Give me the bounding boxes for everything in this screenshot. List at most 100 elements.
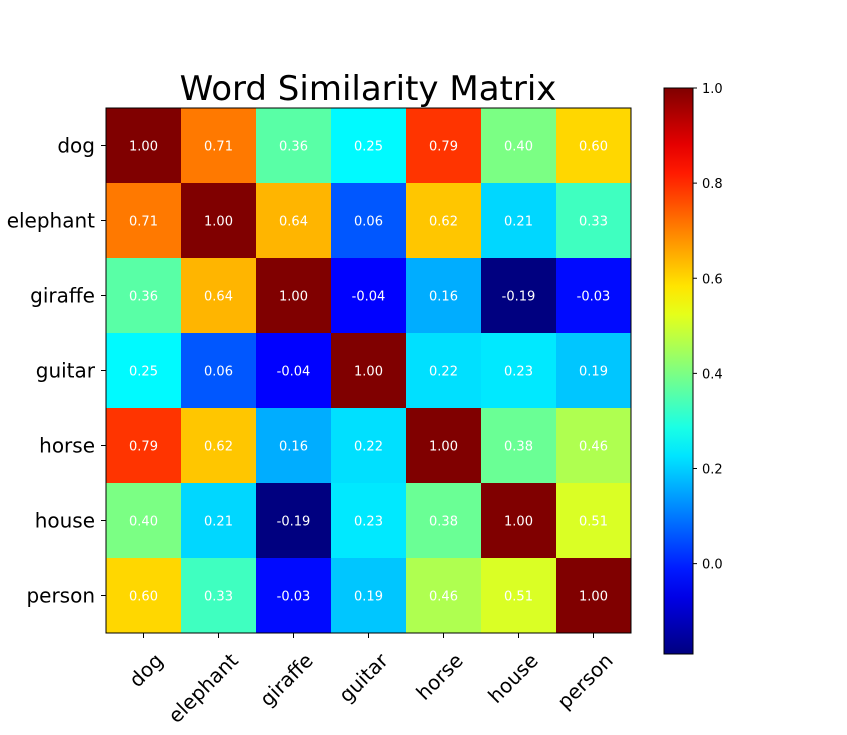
colorbar-tick-label: 0.2: [702, 463, 723, 478]
chart-title: Word Similarity Matrix: [180, 69, 557, 109]
heatmap-cell-giraffe-giraffe: [256, 258, 332, 334]
cell-value-label: 1.00: [504, 515, 533, 530]
col-label-dog: dog: [124, 648, 168, 692]
colorbar-tick-label: 1.0: [702, 82, 723, 97]
heatmap-cell-guitar-elephant: [181, 333, 257, 409]
heatmap-cell-person-dog: [106, 558, 182, 634]
cell-value-label: 0.64: [204, 290, 233, 305]
heatmap-cells: [106, 108, 632, 634]
cell-value-label: 0.40: [129, 515, 158, 530]
cell-value-label: 0.16: [279, 440, 308, 455]
heatmap-cell-elephant-person: [556, 183, 632, 259]
row-label-dog: dog: [57, 134, 95, 158]
row-label-giraffe: giraffe: [30, 284, 95, 308]
row-labels: dog elephant giraffe guitar horse house person: [7, 134, 96, 608]
cell-value-label: 0.46: [579, 440, 608, 455]
heatmap-cell-giraffe-horse: [406, 258, 482, 334]
heatmap-cell-guitar-guitar: [331, 333, 407, 409]
heatmap-cell-guitar-giraffe: [256, 333, 332, 409]
cell-value-label: 0.60: [579, 140, 608, 155]
heatmap-cell-person-giraffe: [256, 558, 332, 634]
heatmap-cell-horse-horse: [406, 408, 482, 484]
heatmap-cell-guitar-person: [556, 333, 632, 409]
cell-value-label: 0.23: [504, 365, 533, 380]
colorbar-ticks: 0.0 0.2 0.4 0.6 0.8 1.0: [693, 82, 723, 573]
cell-value-label: 0.79: [129, 440, 158, 455]
cell-value-label: 0.33: [579, 215, 608, 230]
col-label-person: person: [552, 648, 617, 713]
cell-value-label: 0.51: [579, 515, 608, 530]
cell-value-label: 1.00: [429, 440, 458, 455]
cell-value-label: 1.00: [204, 215, 233, 230]
heatmap-cell-giraffe-person: [556, 258, 632, 334]
heatmap-cell-horse-guitar: [331, 408, 407, 484]
heatmap-cell-dog-elephant: [181, 108, 257, 184]
heatmap-cell-horse-dog: [106, 408, 182, 484]
cell-value-label: 1.00: [579, 590, 608, 605]
cell-value-label: 1.00: [279, 290, 308, 305]
colorbar-tick-label: 0.0: [702, 558, 723, 573]
cell-value-label: 0.25: [129, 365, 158, 380]
col-ticks: [143, 633, 594, 638]
cell-value-label: 0.06: [354, 215, 383, 230]
col-label-horse: horse: [411, 648, 467, 704]
cell-value-label: -0.04: [352, 290, 386, 305]
col-label-giraffe: giraffe: [255, 648, 318, 711]
colorbar: [663, 87, 694, 655]
heatmap-cell-labels: 1.00 0.71 0.36 0.25 0.79 0.40 0.60 0.71 1.00 0.64…: [129, 140, 610, 605]
heatmap-cell-giraffe-dog: [106, 258, 182, 334]
cell-value-label: 0.21: [204, 515, 233, 530]
heatmap-cell-giraffe-house: [481, 258, 557, 334]
row-label-horse: horse: [39, 434, 95, 458]
cell-value-label: 0.38: [429, 515, 458, 530]
heatmap-cell-horse-person: [556, 408, 632, 484]
heatmap-cell-dog-person: [556, 108, 632, 184]
cell-value-label: 0.06: [204, 365, 233, 380]
cell-value-label: 0.60: [129, 590, 158, 605]
cell-value-label: -0.03: [277, 590, 311, 605]
heatmap-cell-house-giraffe: [256, 483, 332, 559]
heatmap-cell-guitar-horse: [406, 333, 482, 409]
heatmap-cell-guitar-dog: [106, 333, 182, 409]
cell-value-label: 0.62: [204, 440, 233, 455]
colorbar-tick-label: 0.4: [702, 367, 723, 382]
heatmap-cell-elephant-guitar: [331, 183, 407, 259]
heatmap-cell-dog-house: [481, 108, 557, 184]
cell-value-label: -0.04: [277, 365, 311, 380]
heatmap-cell-house-dog: [106, 483, 182, 559]
heatmap-cell-house-guitar: [331, 483, 407, 559]
cell-value-label: 0.46: [429, 590, 458, 605]
cell-value-label: -0.19: [502, 290, 536, 305]
col-label-house: house: [483, 648, 543, 708]
heatmap-cell-house-horse: [406, 483, 482, 559]
heatmap-cell-elephant-dog: [106, 183, 182, 259]
row-label-guitar: guitar: [36, 359, 96, 383]
heatmap-cell-dog-horse: [406, 108, 482, 184]
cell-value-label: -0.19: [277, 515, 311, 530]
row-ticks: [101, 145, 106, 596]
heatmap-cell-person-horse: [406, 558, 482, 634]
heatmap-cell-giraffe-guitar: [331, 258, 407, 334]
cell-value-label: 0.62: [429, 215, 458, 230]
cell-value-label: 0.16: [429, 290, 458, 305]
cell-value-label: 0.33: [204, 590, 233, 605]
heatmap-cell-person-guitar: [331, 558, 407, 634]
heatmap-cell-giraffe-elephant: [181, 258, 257, 334]
col-label-guitar: guitar: [334, 648, 393, 707]
heatmap-cell-elephant-horse: [406, 183, 482, 259]
heatmap-cell-house-house: [481, 483, 557, 559]
cell-value-label: 0.79: [429, 140, 458, 155]
colorbar-tick-label: 0.6: [702, 272, 723, 287]
col-label-elephant: elephant: [163, 648, 243, 728]
heatmap-cell-guitar-house: [481, 333, 557, 409]
cell-value-label: 0.23: [354, 515, 383, 530]
cell-value-label: 1.00: [129, 140, 158, 155]
cell-value-label: 0.36: [129, 290, 158, 305]
cell-value-label: 0.21: [504, 215, 533, 230]
heatmap-cell-house-elephant: [181, 483, 257, 559]
heatmap-cell-horse-giraffe: [256, 408, 332, 484]
row-label-elephant: elephant: [7, 209, 95, 233]
